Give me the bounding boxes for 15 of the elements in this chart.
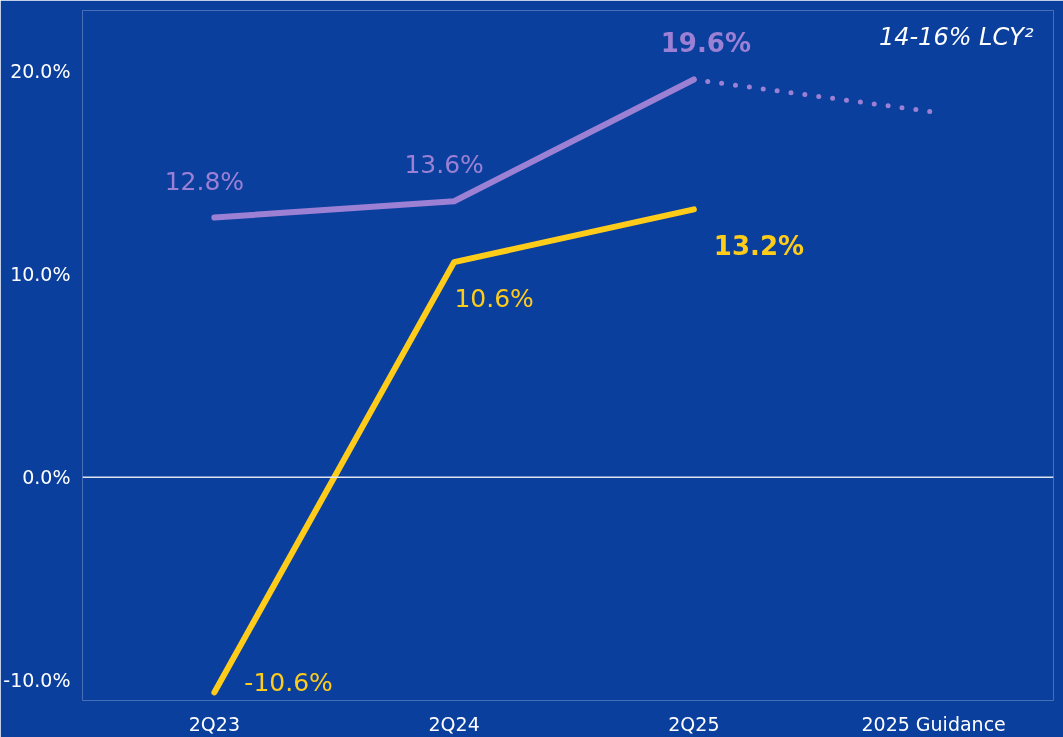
- y-tick-label: 0.0%: [22, 466, 71, 489]
- data-label: 13.2%: [713, 231, 805, 262]
- y-tick-label: 20.0%: [10, 60, 71, 83]
- data-label: 12.8%: [164, 166, 245, 196]
- data-label: 13.6%: [404, 150, 484, 180]
- x-tick-label: 2025 Guidance: [861, 712, 1006, 735]
- data-label: 10.6%: [454, 284, 534, 314]
- y-tick-label: -10.0%: [3, 669, 71, 692]
- y-tick-label: 10.0%: [10, 263, 71, 286]
- data-label: -10.6%: [244, 667, 333, 697]
- x-tick-label: 2Q23: [188, 712, 240, 735]
- x-tick-label: 2Q25: [668, 712, 720, 735]
- annotation: 14-16% LCY²: [878, 22, 1034, 51]
- data-label: 19.6%: [660, 27, 751, 58]
- x-tick-label: 2Q24: [428, 712, 480, 735]
